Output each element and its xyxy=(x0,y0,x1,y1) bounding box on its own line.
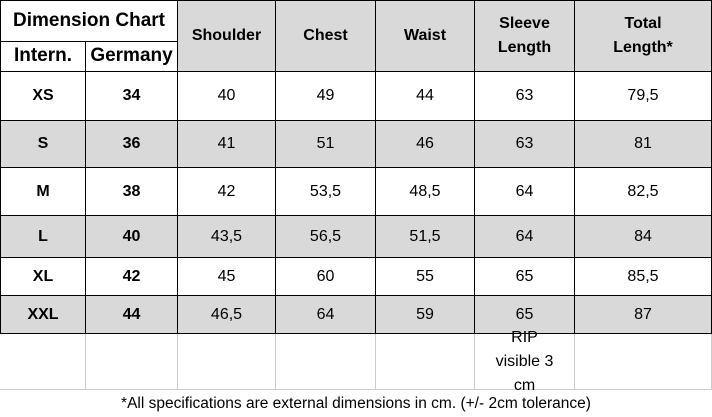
table-cell: 65 xyxy=(475,296,575,334)
table-cell: 45 xyxy=(178,258,276,296)
table-cell: 42 xyxy=(86,258,178,296)
table-cell: XXL xyxy=(0,296,86,334)
table-cell: 64 xyxy=(475,168,575,216)
table-cell: 40 xyxy=(178,72,276,121)
table-cell: 59 xyxy=(376,296,475,334)
table-cell: 48,5 xyxy=(376,168,475,216)
table-cell: M xyxy=(0,168,86,216)
header-cell: Germany xyxy=(86,42,178,72)
table-cell: XS xyxy=(0,72,86,121)
empty-cell xyxy=(376,334,475,390)
footer-note: *All specifications are external dimensi… xyxy=(121,394,591,412)
table-cell: 38 xyxy=(86,168,178,216)
table-cell: 55 xyxy=(376,258,475,296)
table-cell: 60 xyxy=(276,258,376,296)
empty-cell xyxy=(575,334,712,390)
header-cell: Shoulder xyxy=(178,0,276,72)
table-cell: 64 xyxy=(475,216,575,258)
table-cell: XL xyxy=(0,258,86,296)
header-cell: Waist xyxy=(376,0,475,72)
table-cell: 56,5 xyxy=(276,216,376,258)
table-cell: 43,5 xyxy=(178,216,276,258)
empty-cell xyxy=(276,334,376,390)
table-cell: 51 xyxy=(276,121,376,168)
header-cell: Total Length* xyxy=(575,0,712,72)
table-cell: 41 xyxy=(178,121,276,168)
table-cell: 42 xyxy=(178,168,276,216)
table-cell: 64 xyxy=(276,296,376,334)
table-cell: 85,5 xyxy=(575,258,712,296)
note-cell: RIP visible 3 cm xyxy=(475,329,575,394)
table-cell: 46,5 xyxy=(178,296,276,334)
table-cell: 63 xyxy=(475,72,575,121)
empty-cell xyxy=(178,334,276,390)
table-cell: 65 xyxy=(475,258,575,296)
empty-cell xyxy=(86,334,178,390)
header-cell: Sleeve Length xyxy=(475,0,575,72)
table-cell: 82,5 xyxy=(575,168,712,216)
table-cell: 87 xyxy=(575,296,712,334)
table-cell: 44 xyxy=(376,72,475,121)
table-cell: 84 xyxy=(575,216,712,258)
table-cell: S xyxy=(0,121,86,168)
table-cell: 49 xyxy=(276,72,376,121)
table-cell: 51,5 xyxy=(376,216,475,258)
header-cell: Chest xyxy=(276,0,376,72)
header-cell: Intern. xyxy=(0,42,86,72)
empty-cell xyxy=(0,334,86,390)
table-cell: 46 xyxy=(376,121,475,168)
table-cell: L xyxy=(0,216,86,258)
table-cell: 36 xyxy=(86,121,178,168)
table-cell: 81 xyxy=(575,121,712,168)
table-cell: 63 xyxy=(475,121,575,168)
table-cell: 79,5 xyxy=(575,72,712,121)
table-cell: 53,5 xyxy=(276,168,376,216)
table-cell: 40 xyxy=(86,216,178,258)
table-cell: 34 xyxy=(86,72,178,121)
chart-title: Dimension Chart xyxy=(0,0,178,42)
table-cell: 44 xyxy=(86,296,178,334)
